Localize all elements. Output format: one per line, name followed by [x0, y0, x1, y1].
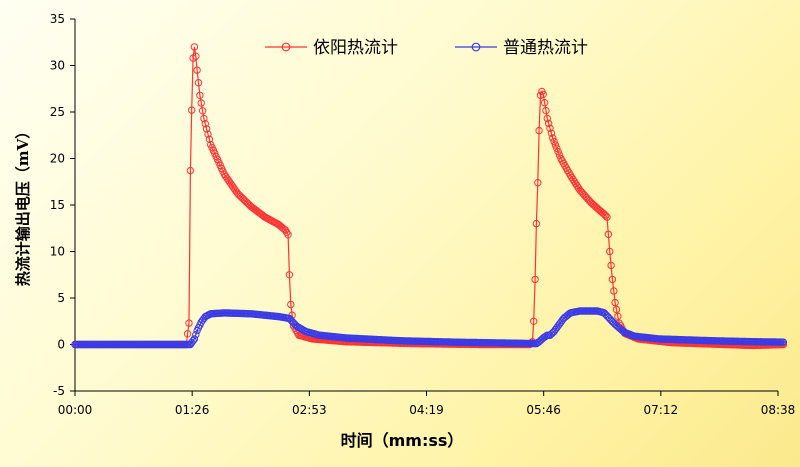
data-point — [198, 107, 207, 115]
data-point — [612, 305, 621, 314]
data-point — [534, 179, 542, 187]
data-point — [532, 219, 541, 228]
data-point — [551, 141, 560, 149]
data-point — [614, 312, 622, 320]
data-point — [188, 106, 196, 114]
legend-item-2: 普通热流计 — [455, 38, 588, 58]
data-point — [197, 99, 205, 107]
data-point — [539, 90, 547, 99]
data-point — [554, 148, 562, 156]
y-tick-label: 5 — [57, 291, 65, 305]
data-point — [544, 119, 553, 128]
x-tick-label: 08:38 — [761, 403, 796, 417]
y-tick-label: 20 — [50, 152, 65, 166]
data-point — [192, 331, 200, 339]
y-tick-label: 25 — [50, 105, 65, 119]
data-point — [189, 337, 197, 345]
data-point — [284, 231, 292, 239]
data-point — [186, 166, 195, 175]
data-point — [555, 151, 564, 159]
legend-label: 依阳热流计 — [313, 38, 398, 58]
x-tick-label: 02:53 — [292, 403, 327, 417]
x-tick-label: 05:46 — [526, 403, 561, 417]
legend-marker — [281, 42, 291, 52]
y-tick-label: 30 — [50, 59, 65, 73]
data-point — [201, 120, 210, 128]
data-point — [192, 52, 200, 60]
legend-label: 普通热流计 — [503, 38, 588, 58]
data-point — [530, 317, 538, 325]
data-point — [610, 287, 618, 295]
data-point — [535, 126, 543, 135]
data-point — [550, 137, 558, 146]
data-point — [193, 66, 201, 74]
data-point — [183, 330, 192, 338]
y-tick-label: 10 — [50, 245, 65, 259]
data-point — [200, 114, 208, 123]
y-tick-label: 15 — [50, 198, 65, 212]
series-layer — [71, 43, 788, 350]
data-point — [204, 130, 212, 138]
data-point — [542, 106, 550, 115]
data-point — [285, 271, 294, 279]
x-tick-label: 07:12 — [644, 403, 679, 417]
x-tick-label: 01:26 — [175, 403, 210, 417]
data-point — [546, 124, 554, 133]
data-point — [779, 338, 788, 346]
data-point — [553, 144, 561, 153]
series-1 — [71, 43, 788, 350]
x-axis-label: 时间（mm:ss） — [341, 431, 464, 450]
data-point — [205, 135, 214, 144]
x-tick-label: 00:00 — [58, 403, 93, 417]
legend-marker — [471, 42, 481, 52]
y-tick-label: 0 — [57, 338, 65, 352]
legend: 依阳热流计 普通热流计 — [265, 38, 588, 58]
y-tick-label: -5 — [53, 384, 65, 398]
data-point — [549, 134, 557, 142]
data-point — [608, 275, 617, 284]
data-point — [547, 129, 556, 137]
axes: -5 0 5 10 15 20 25 30 35 00:00 01:26 02:53 04:19 05:4… — [50, 12, 796, 417]
data-point — [604, 230, 613, 239]
data-point — [190, 335, 199, 343]
data-point — [606, 247, 614, 256]
series-line — [75, 46, 784, 347]
data-point — [202, 125, 211, 133]
data-point — [531, 275, 539, 284]
data-point — [540, 99, 549, 107]
data-point — [601, 212, 610, 220]
data-point — [185, 319, 193, 327]
data-point — [611, 298, 619, 307]
data-point — [287, 300, 295, 309]
x-tick-label: 04:19 — [409, 403, 444, 417]
y-tick-label: 35 — [50, 12, 65, 26]
legend-item-1: 依阳热流计 — [265, 38, 398, 58]
data-point — [603, 213, 611, 221]
y-axis-label: 热流计输出电压（mV） — [14, 124, 32, 287]
data-point — [196, 91, 204, 100]
data-point — [607, 261, 615, 270]
data-point — [190, 43, 199, 51]
data-point — [194, 79, 203, 87]
data-point — [543, 114, 551, 123]
series-2 — [71, 307, 788, 349]
